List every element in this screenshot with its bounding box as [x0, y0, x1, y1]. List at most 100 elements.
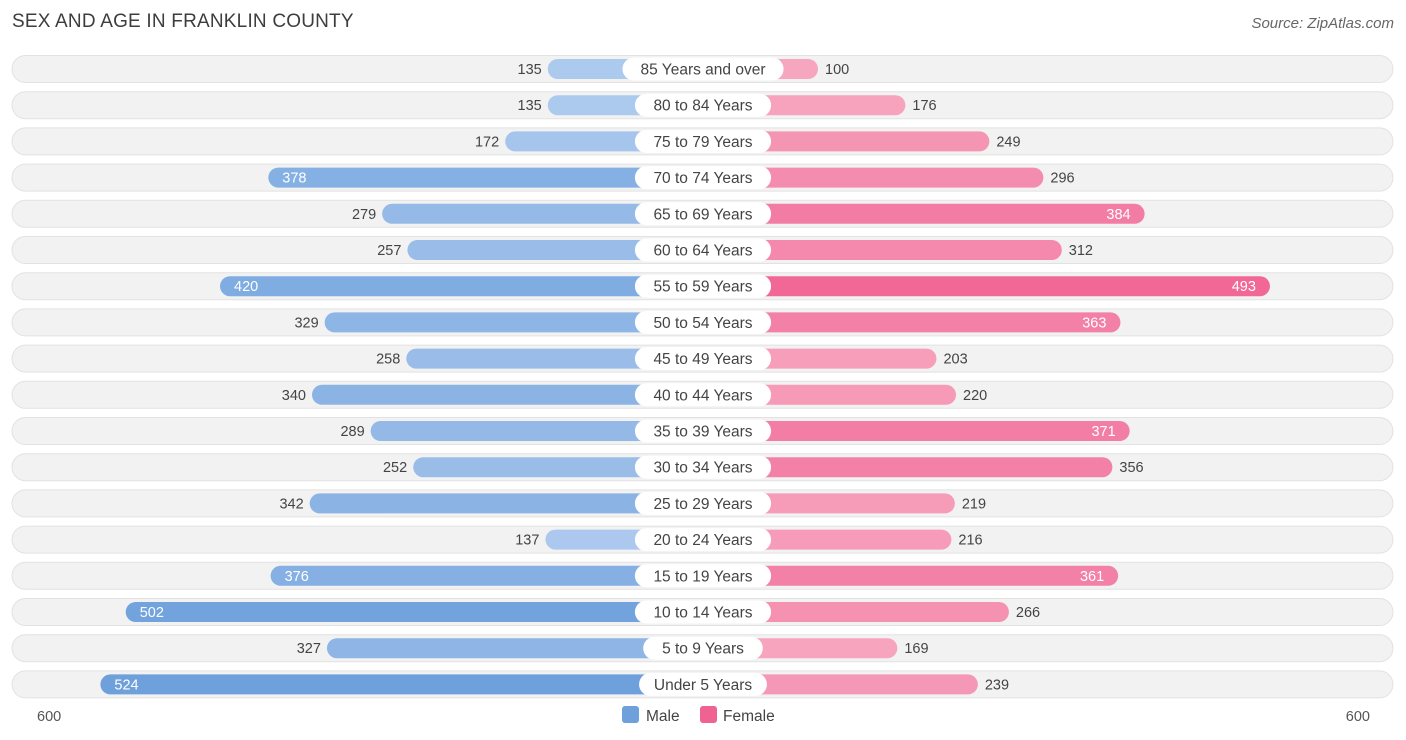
category-pill: [634, 419, 772, 443]
male-value-label: 135: [518, 98, 542, 114]
male-bar: [326, 638, 703, 659]
chart-title: SEX AND AGE IN FRANKLIN COUNTY: [12, 11, 354, 32]
male-value-label: 524: [114, 677, 138, 693]
male-bar: [268, 167, 703, 188]
female-value-label: 203: [943, 352, 967, 368]
category-label: Under 5 Years: [654, 677, 752, 694]
male-bar: [312, 384, 703, 405]
category-pill: [634, 310, 772, 334]
legend-male-label: Male: [646, 708, 680, 725]
male-bar: [220, 276, 703, 297]
category-label: 35 to 39 Years: [653, 424, 752, 441]
male-value-label: 137: [515, 533, 539, 549]
category-pill: [634, 347, 772, 371]
category-label: 80 to 84 Years: [653, 98, 752, 115]
female-value-label: 371: [1091, 424, 1115, 440]
female-value-label: 361: [1080, 569, 1104, 585]
male-value-label: 172: [475, 134, 499, 150]
category-label: 60 to 64 Years: [653, 243, 752, 260]
female-bar: [703, 276, 1270, 297]
chart-source: Source: ZipAtlas.com: [1251, 15, 1394, 32]
male-value-label: 327: [297, 641, 321, 657]
male-bar: [324, 312, 703, 333]
category-label: 65 to 69 Years: [653, 206, 752, 223]
female-value-label: 220: [963, 388, 987, 404]
female-value-label: 493: [1232, 279, 1256, 295]
male-bar: [413, 457, 703, 478]
female-value-label: 356: [1119, 460, 1143, 476]
axis-right-label: 600: [1346, 709, 1370, 725]
female-value-label: 312: [1069, 243, 1093, 259]
female-value-label: 266: [1016, 605, 1040, 621]
female-value-label: 296: [1050, 171, 1074, 187]
category-label: 40 to 44 Years: [653, 387, 752, 404]
category-pill: [634, 564, 772, 588]
female-value-label: 100: [825, 62, 849, 78]
female-bar: [703, 312, 1121, 333]
female-bar: [703, 421, 1130, 441]
category-pill: [634, 600, 772, 624]
male-value-label: 378: [282, 171, 306, 187]
category-pill: [634, 166, 772, 190]
female-bar: [703, 131, 990, 152]
male-value-label: 279: [352, 207, 376, 223]
category-pill: [634, 528, 772, 552]
male-bar: [100, 674, 703, 695]
male-value-label: 258: [376, 352, 400, 368]
category-pill: [634, 238, 772, 262]
female-bar: [703, 167, 1044, 188]
female-value-label: 169: [904, 641, 928, 657]
female-bar: [703, 674, 978, 695]
category-pill: [634, 274, 772, 298]
female-bar: [703, 602, 1009, 622]
category-label: 10 to 14 Years: [653, 605, 752, 622]
category-label: 85 Years and over: [641, 62, 766, 79]
category-label: 25 to 29 Years: [653, 496, 752, 513]
male-value-label: 420: [234, 279, 258, 295]
female-bar: [703, 565, 1119, 586]
category-label: 20 to 24 Years: [653, 532, 752, 549]
female-value-label: 216: [958, 533, 982, 549]
male-value-label: 502: [140, 605, 164, 621]
category-pill: [622, 57, 784, 81]
female-value-label: 363: [1082, 315, 1106, 331]
male-bar: [270, 565, 703, 586]
male-value-label: 257: [377, 243, 401, 259]
category-label: 45 to 49 Years: [653, 351, 752, 368]
category-pill: [634, 202, 772, 226]
male-value-label: 342: [279, 496, 303, 512]
category-pill: [634, 93, 772, 117]
category-pill: [634, 491, 772, 515]
male-bar: [407, 240, 703, 260]
male-value-label: 340: [282, 388, 306, 404]
category-label: 75 to 79 Years: [653, 134, 752, 151]
category-pill: [643, 636, 763, 660]
female-value-label: 176: [912, 98, 936, 114]
male-value-label: 252: [383, 460, 407, 476]
category-label: 55 to 59 Years: [653, 279, 752, 296]
legend-female-swatch: [700, 706, 717, 723]
category-label: 70 to 74 Years: [653, 170, 752, 187]
legend-female-label: Female: [723, 708, 775, 725]
female-value-label: 249: [996, 134, 1020, 150]
axis-left-label: 600: [37, 709, 61, 725]
female-bar: [703, 240, 1062, 260]
category-pill: [634, 383, 772, 407]
category-pill: [634, 455, 772, 479]
male-bar: [370, 421, 703, 441]
female-value-label: 219: [962, 496, 986, 512]
male-value-label: 376: [285, 569, 309, 585]
category-pill: [634, 129, 772, 153]
female-bar: [703, 457, 1113, 478]
male-bar: [406, 348, 703, 369]
male-bar: [382, 203, 703, 224]
legend-male-swatch: [622, 706, 639, 723]
female-value-label: 384: [1106, 207, 1130, 223]
category-label: 15 to 19 Years: [653, 568, 752, 585]
male-value-label: 329: [294, 315, 318, 331]
category-label: 50 to 54 Years: [653, 315, 752, 332]
category-label: 5 to 9 Years: [662, 641, 744, 658]
category-label: 30 to 34 Years: [653, 460, 752, 477]
male-value-label: 289: [340, 424, 364, 440]
